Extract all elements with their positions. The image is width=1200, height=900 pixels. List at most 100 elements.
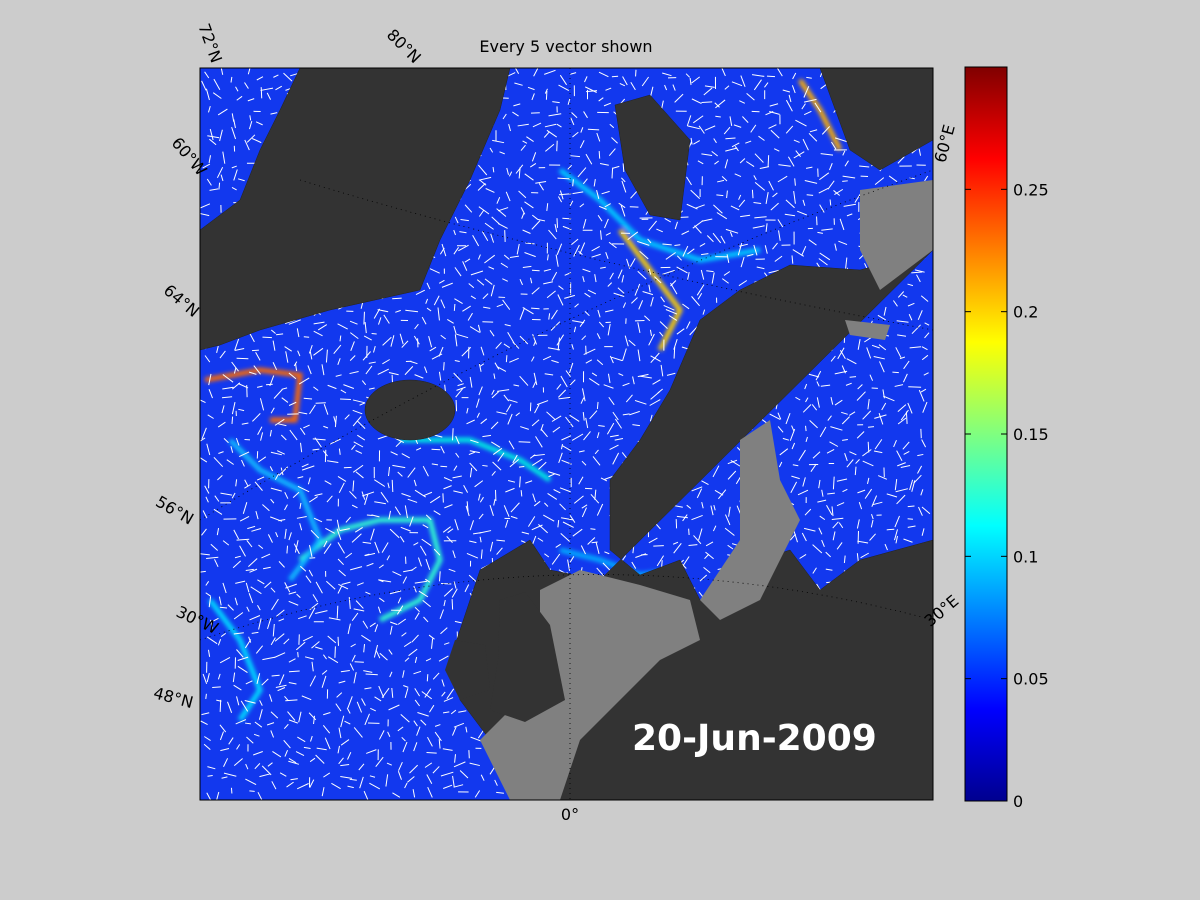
- vector: [366, 749, 377, 754]
- vector: [696, 284, 705, 296]
- vector: [596, 567, 605, 577]
- vector: [262, 504, 270, 512]
- vector: [233, 169, 238, 181]
- vector: [672, 541, 679, 545]
- vector: [439, 247, 445, 255]
- vector: [803, 85, 810, 98]
- vector: [453, 325, 457, 335]
- vector: [603, 384, 614, 389]
- vector: [323, 772, 331, 778]
- vector: [489, 330, 495, 337]
- vector: [252, 413, 261, 422]
- vector: [478, 209, 485, 217]
- vector: [530, 277, 533, 284]
- vector: [870, 519, 874, 528]
- vector: [587, 289, 597, 295]
- vector: [397, 726, 404, 732]
- vector: [874, 177, 885, 185]
- vector: [886, 493, 898, 498]
- vector: [834, 399, 843, 406]
- tick-label: 0.25: [1013, 180, 1049, 199]
- vector: [300, 565, 307, 572]
- vector: [444, 384, 446, 392]
- vector: [567, 559, 571, 571]
- vector: [660, 296, 665, 303]
- vector: [844, 453, 848, 462]
- vector: [652, 379, 661, 385]
- vector: [323, 404, 329, 415]
- vector: [338, 727, 342, 739]
- vector: [686, 176, 692, 186]
- vector: [309, 351, 313, 360]
- vector: [801, 245, 807, 256]
- vector: [346, 707, 351, 714]
- vector: [214, 559, 219, 568]
- vector: [841, 365, 846, 374]
- vector: [456, 333, 469, 339]
- vector: [248, 593, 254, 604]
- vector: [611, 356, 623, 362]
- vector: [257, 426, 263, 435]
- vector: [859, 165, 870, 168]
- vector: [278, 423, 287, 427]
- vector: [598, 151, 601, 159]
- vector: [375, 649, 381, 659]
- vector: [496, 547, 503, 555]
- vector: [560, 517, 574, 521]
- vector: [466, 419, 475, 425]
- vector: [583, 431, 591, 441]
- vector: [369, 622, 376, 628]
- vector: [806, 194, 814, 196]
- vector: [362, 351, 371, 361]
- vector: [404, 688, 409, 698]
- vector: [849, 376, 857, 378]
- vector: [443, 362, 445, 371]
- vector: [698, 528, 703, 541]
- vector: [270, 711, 279, 719]
- vector: [472, 235, 480, 247]
- vector: [337, 558, 344, 566]
- vector: [587, 128, 600, 131]
- vector: [812, 544, 823, 554]
- vector: [254, 721, 263, 728]
- vector: [591, 253, 601, 258]
- vector: [235, 479, 238, 487]
- vector: [248, 371, 257, 375]
- vector: [361, 380, 367, 386]
- vector: [607, 323, 611, 336]
- vector: [200, 203, 211, 209]
- vector: [791, 85, 796, 94]
- vector: [244, 722, 251, 725]
- vector: [378, 564, 384, 569]
- vector: [702, 309, 706, 315]
- vector: [705, 541, 714, 547]
- vector: [343, 384, 355, 389]
- vector: [317, 324, 328, 331]
- vector: [257, 791, 263, 800]
- vector: [255, 510, 259, 520]
- vector: [715, 99, 726, 109]
- vector: [433, 510, 441, 516]
- vector: [285, 351, 289, 363]
- vector: [443, 697, 454, 702]
- vector: [697, 160, 704, 165]
- vector: [219, 731, 224, 741]
- vector: [454, 620, 462, 624]
- vector: [570, 155, 581, 158]
- vector: [532, 493, 536, 503]
- vector: [431, 448, 441, 451]
- vector: [668, 315, 678, 321]
- vector: [842, 488, 848, 493]
- vector: [258, 618, 262, 630]
- vector: [227, 604, 234, 611]
- vector: [740, 214, 751, 218]
- vector: [818, 527, 823, 535]
- vector: [251, 138, 262, 144]
- vector: [231, 416, 234, 424]
- vector: [774, 255, 783, 262]
- vector: [422, 465, 429, 477]
- vector: [698, 125, 705, 134]
- vector: [776, 68, 783, 77]
- vector: [785, 199, 795, 209]
- vector: [356, 582, 364, 586]
